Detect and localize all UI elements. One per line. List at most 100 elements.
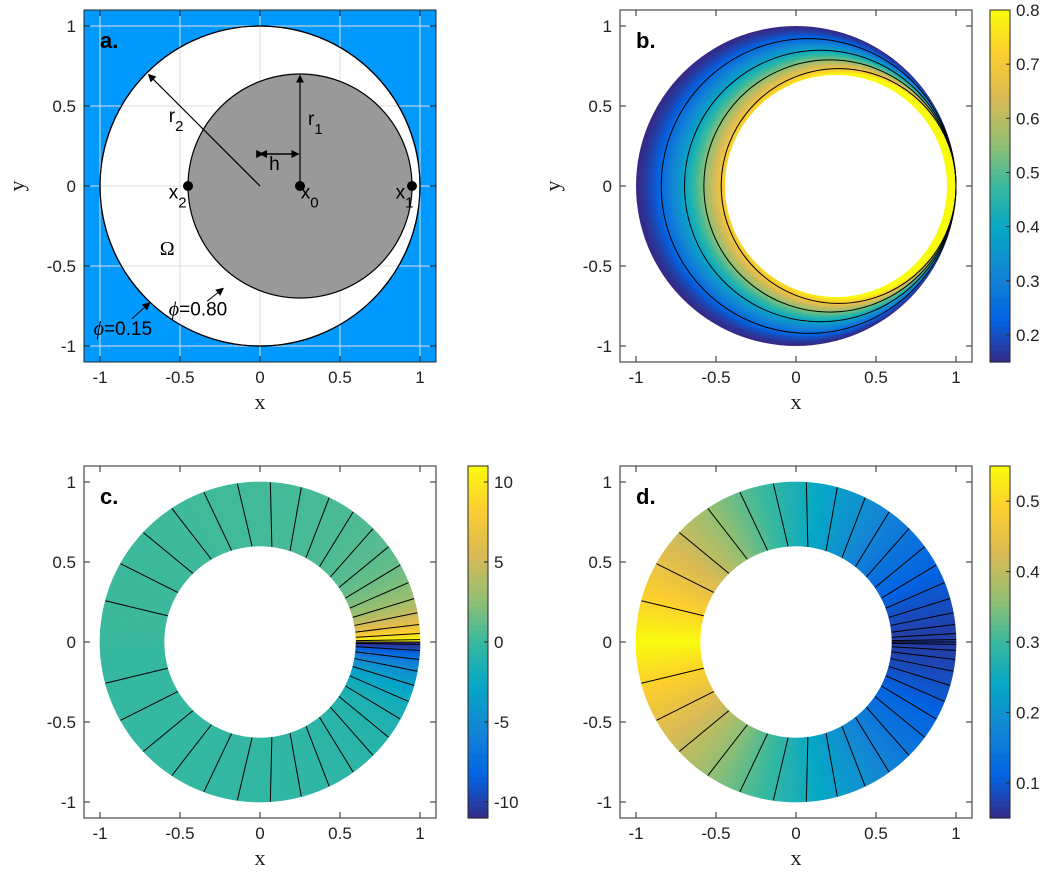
colorbar-segment bbox=[468, 612, 488, 620]
y-tick-label: 0 bbox=[67, 633, 76, 652]
colorbar-segment bbox=[990, 144, 1010, 152]
y-tick-label: 0.5 bbox=[588, 553, 612, 572]
x-tick-label: 1 bbox=[415, 824, 424, 843]
contour-line bbox=[120, 563, 179, 593]
x-tick-label: -1 bbox=[92, 368, 107, 387]
x-tick-label: -0.5 bbox=[701, 824, 730, 843]
colorbar-segment bbox=[468, 782, 488, 790]
y-axis-label: y bbox=[540, 181, 565, 192]
colorbar-segment bbox=[468, 759, 488, 766]
x-tick-label: 0.5 bbox=[864, 368, 888, 387]
colorbar-segment bbox=[468, 630, 488, 637]
contour-line bbox=[891, 642, 956, 645]
label-phi-outer: ϕ=0.15 bbox=[94, 318, 152, 340]
contour-line bbox=[641, 667, 704, 684]
point-x2 bbox=[183, 181, 193, 191]
x-tick-label: 1 bbox=[951, 368, 960, 387]
phi-symbol: ϕ bbox=[169, 299, 179, 321]
y-tick-label: 0 bbox=[603, 177, 612, 196]
contour-line bbox=[890, 658, 954, 672]
contour-line bbox=[739, 733, 768, 793]
y-tick-label: 0.5 bbox=[588, 97, 612, 116]
colorbar-segment bbox=[990, 326, 1010, 334]
contour-line bbox=[203, 733, 232, 793]
colorbar-segment bbox=[990, 150, 1010, 158]
colorbar-segment bbox=[468, 483, 488, 491]
contour-line bbox=[707, 508, 748, 560]
colorbar-segment bbox=[468, 495, 488, 502]
colorbar-segment bbox=[990, 33, 1010, 40]
colorbar-segment bbox=[990, 21, 1010, 29]
colorbar-segment bbox=[990, 559, 1010, 567]
contour-line bbox=[143, 710, 194, 752]
colorbar-tick-label: -5 bbox=[494, 713, 509, 732]
colorbar-d: 0.1 0.2 0.3 0.4 0.5 bbox=[989, 465, 1040, 819]
contour-line bbox=[891, 646, 956, 651]
colorbar-segment bbox=[990, 74, 1010, 81]
colorbar-segment bbox=[990, 542, 1010, 549]
panel-b: b.-1 -0.5 0 0.5 1-1-0.500.51xy0.20.30.40.50.… bbox=[540, 1, 1040, 414]
contour-line bbox=[739, 491, 768, 551]
colorbar-segment bbox=[990, 338, 1010, 345]
x-tick-label: -1 bbox=[92, 824, 107, 843]
contour-line bbox=[319, 511, 354, 567]
contour-line bbox=[289, 733, 302, 797]
label-x1: x1 bbox=[396, 182, 414, 211]
colorbar-segment bbox=[468, 471, 488, 479]
colorbar-segment bbox=[990, 530, 1010, 537]
colorbar-segment bbox=[990, 741, 1010, 749]
colorbar-segment bbox=[990, 274, 1010, 281]
colorbar-segment bbox=[990, 227, 1010, 234]
colorbar-segment bbox=[990, 39, 1010, 46]
colorbar-segment bbox=[990, 642, 1010, 649]
colorbar-segment bbox=[990, 127, 1010, 134]
colorbar-segment bbox=[990, 133, 1010, 140]
label-r1-main: r bbox=[308, 109, 315, 130]
y-tick-label: 0 bbox=[603, 633, 612, 652]
colorbar-segment bbox=[990, 489, 1010, 496]
label-x1-sub: 1 bbox=[405, 194, 413, 211]
colorbar-segment bbox=[990, 156, 1010, 164]
contour-line bbox=[305, 726, 330, 787]
colorbar-segment bbox=[468, 636, 488, 643]
colorbar-segment bbox=[990, 724, 1010, 731]
label-x0-sub: 0 bbox=[310, 194, 318, 211]
colorbar-segment bbox=[468, 653, 488, 661]
contour-line bbox=[656, 691, 715, 721]
colorbar-segment bbox=[990, 209, 1010, 216]
phi-inner-value: =0.80 bbox=[179, 300, 227, 321]
label-x2: x2 bbox=[169, 182, 187, 211]
colorbar-segment bbox=[468, 659, 488, 667]
contour-line bbox=[881, 564, 937, 599]
colorbar-tick-label: 0.4 bbox=[1016, 218, 1040, 237]
colorbar-segment bbox=[990, 232, 1010, 240]
colorbar-segment bbox=[990, 27, 1010, 35]
colorbar-segment bbox=[990, 45, 1010, 52]
colorbar-segment bbox=[990, 606, 1010, 614]
contour-line bbox=[203, 491, 232, 551]
colorbar-tick-label: 0.1 bbox=[1016, 774, 1040, 793]
contour-line bbox=[656, 563, 715, 593]
colorbar-segment bbox=[990, 759, 1010, 766]
colorbar-segment bbox=[468, 512, 488, 520]
y-tick-label: 0.5 bbox=[52, 97, 76, 116]
colorbar-segment bbox=[990, 501, 1010, 508]
colorbar-tick-label: -10 bbox=[494, 793, 519, 812]
colorbar-segment bbox=[990, 98, 1010, 105]
phi-outer-value: =0.15 bbox=[104, 319, 152, 340]
contour-line bbox=[319, 717, 354, 773]
y-tick-label: 1 bbox=[67, 17, 76, 36]
colorbar-segment bbox=[990, 109, 1010, 117]
colorbar-segment bbox=[990, 215, 1010, 222]
colorbar-segment bbox=[990, 62, 1010, 70]
colorbar-segment bbox=[990, 812, 1010, 819]
phi-symbol: ϕ bbox=[94, 318, 104, 340]
colorbar-segment bbox=[990, 174, 1010, 181]
colorbar-segment bbox=[990, 794, 1010, 801]
colorbar-segment bbox=[990, 51, 1010, 58]
colorbar-segment bbox=[990, 600, 1010, 608]
colorbar-b: 0.2 0.3 0.4 0.5 0.6 0.7 0.8 bbox=[989, 1, 1040, 363]
colorbar-segment bbox=[990, 466, 1010, 473]
contour-line bbox=[841, 726, 866, 787]
contour-line bbox=[890, 612, 954, 626]
